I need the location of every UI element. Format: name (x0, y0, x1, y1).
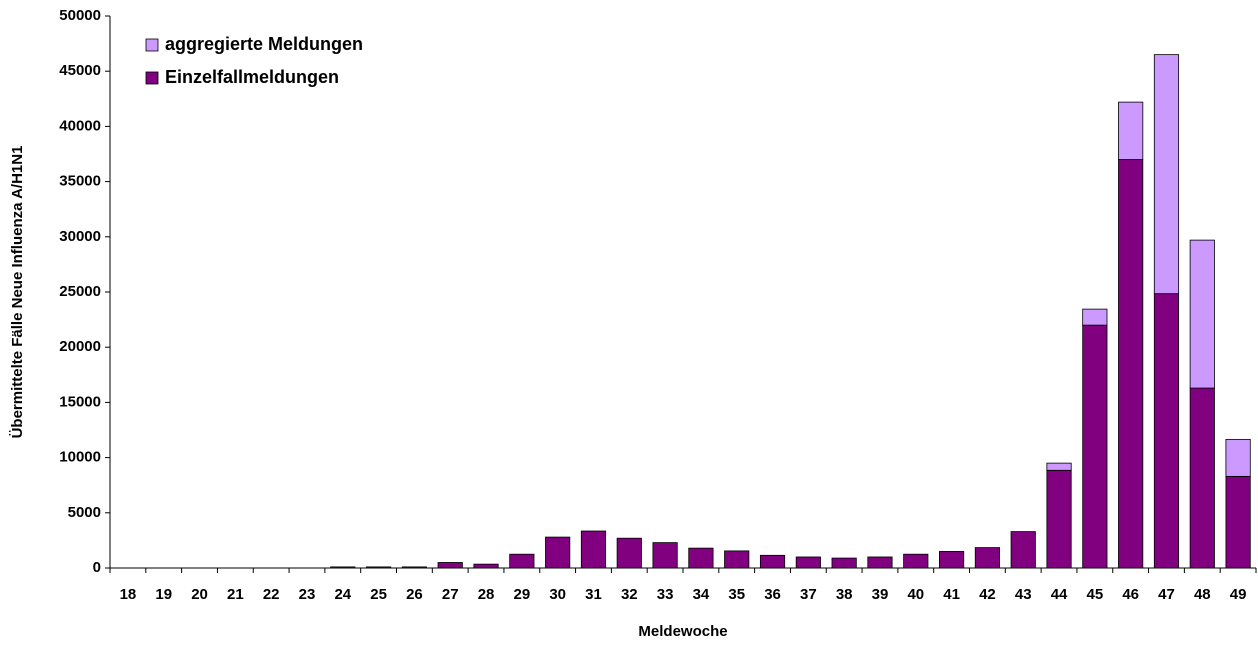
x-tick-label: 40 (907, 586, 924, 603)
bar-segment (652, 542, 678, 569)
bar-segment (509, 553, 535, 569)
x-tick-label: 21 (227, 586, 244, 603)
x-tick-label: 37 (800, 586, 817, 603)
x-tick-label: 34 (693, 586, 710, 603)
bar-segment (903, 553, 929, 569)
x-tick-label: 29 (514, 586, 531, 603)
bar-segment (545, 536, 571, 569)
bar-segment (1010, 531, 1036, 569)
bar-segment (795, 556, 821, 569)
x-tick-label: 31 (585, 586, 602, 603)
bar-segment (330, 566, 356, 569)
bar-segment (1118, 101, 1144, 160)
bar-segment (1118, 159, 1144, 569)
bar-segment (867, 556, 893, 569)
bar-segment (616, 537, 642, 569)
x-tick-label: 46 (1122, 586, 1139, 603)
y-tick-label: 0 (93, 559, 101, 576)
x-tick-label: 33 (657, 586, 674, 603)
x-tick-label: 24 (334, 586, 351, 603)
x-tick-label: 18 (120, 586, 137, 603)
x-tick-label: 47 (1158, 586, 1175, 603)
x-tick-label: 22 (263, 586, 280, 603)
y-tick-label: 25000 (59, 283, 101, 300)
x-tick-label: 26 (406, 586, 423, 603)
bar-segment (1153, 293, 1180, 569)
legend-label: aggregierte Meldungen (165, 34, 363, 54)
x-tick-label: 35 (728, 586, 745, 603)
x-axis-title: Meldewoche (638, 623, 727, 640)
bar-segment (473, 563, 499, 569)
y-tick-label: 35000 (59, 173, 101, 190)
bar-segment (939, 551, 965, 569)
bar-segment (401, 566, 427, 569)
y-tick-label: 45000 (59, 62, 101, 79)
bar-segment (1046, 462, 1072, 471)
bar-segment (1225, 438, 1251, 477)
legend-swatch (145, 71, 159, 85)
bar-segment (580, 530, 607, 569)
x-tick-label: 38 (836, 586, 853, 603)
x-tick-label: 28 (478, 586, 495, 603)
bar-segment (724, 550, 750, 569)
x-tick-label: 27 (442, 586, 459, 603)
bar-segment (1082, 324, 1108, 569)
bar-segment (366, 566, 392, 569)
x-tick-label: 49 (1230, 586, 1247, 603)
y-tick-label: 5000 (68, 504, 101, 521)
x-tick-label: 44 (1051, 586, 1068, 603)
bar-segment (1046, 469, 1072, 569)
x-tick-label: 48 (1194, 586, 1211, 603)
x-tick-label: 36 (764, 586, 781, 603)
bar-segment (759, 554, 786, 569)
bar-segment (1082, 308, 1108, 326)
bar-segment (831, 557, 857, 569)
y-axis-title: Übermittelte Fälle Neue Influenza A/H1N1 (9, 146, 26, 439)
bar-segment (1189, 239, 1215, 389)
x-tick-label: 25 (370, 586, 387, 603)
x-tick-label: 43 (1015, 586, 1032, 603)
x-tick-label: 39 (872, 586, 889, 603)
bar-segment (1189, 387, 1215, 569)
bar-segment (688, 547, 714, 569)
y-tick-label: 15000 (59, 393, 101, 410)
bar-segment (974, 547, 1000, 569)
y-tick-label: 40000 (59, 117, 101, 134)
x-tick-label: 41 (943, 586, 960, 603)
y-tick-label: 50000 (59, 7, 101, 24)
x-tick-label: 32 (621, 586, 638, 603)
x-tick-label: 42 (979, 586, 996, 603)
x-tick-label: 23 (299, 586, 316, 603)
legend-label: Einzelfallmeldungen (165, 67, 339, 87)
bar-segment (437, 562, 463, 569)
bar-segment (1153, 54, 1180, 295)
x-tick-label: 20 (191, 586, 208, 603)
bar-segment (1225, 475, 1251, 569)
legend-swatch (145, 38, 159, 52)
y-tick-label: 10000 (59, 449, 101, 466)
x-tick-label: 30 (549, 586, 566, 603)
y-tick-label: 30000 (59, 228, 101, 245)
x-tick-label: 45 (1087, 586, 1104, 603)
y-tick-label: 20000 (59, 338, 101, 355)
x-tick-label: 19 (155, 586, 172, 603)
